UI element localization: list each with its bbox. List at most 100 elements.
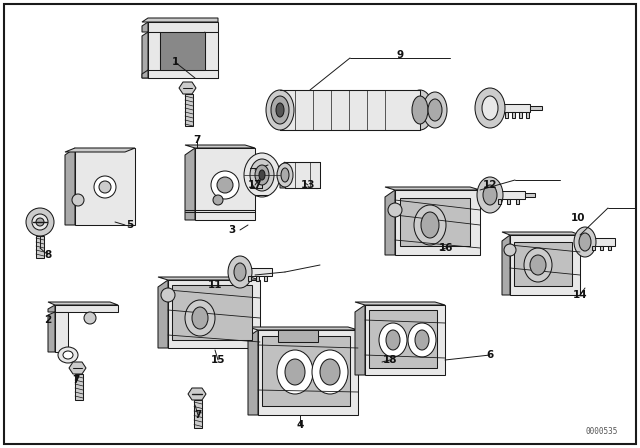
Polygon shape bbox=[48, 302, 118, 305]
Polygon shape bbox=[258, 330, 358, 415]
Bar bbox=[194, 400, 202, 428]
Polygon shape bbox=[69, 362, 86, 374]
Circle shape bbox=[504, 244, 516, 256]
Ellipse shape bbox=[58, 347, 78, 363]
Circle shape bbox=[84, 312, 96, 324]
Polygon shape bbox=[142, 18, 218, 22]
Text: 12: 12 bbox=[483, 180, 497, 190]
Ellipse shape bbox=[482, 96, 498, 120]
Circle shape bbox=[36, 218, 44, 226]
Text: 4: 4 bbox=[296, 420, 304, 430]
Ellipse shape bbox=[244, 153, 280, 197]
Polygon shape bbox=[498, 199, 501, 204]
Circle shape bbox=[99, 181, 111, 193]
Bar bbox=[514, 242, 572, 286]
Polygon shape bbox=[505, 112, 508, 118]
Polygon shape bbox=[185, 148, 195, 220]
Ellipse shape bbox=[386, 330, 400, 350]
Polygon shape bbox=[65, 148, 75, 225]
Polygon shape bbox=[585, 238, 615, 246]
Polygon shape bbox=[48, 312, 55, 352]
Ellipse shape bbox=[250, 159, 274, 191]
Circle shape bbox=[388, 203, 402, 217]
Polygon shape bbox=[510, 235, 580, 295]
Ellipse shape bbox=[185, 300, 215, 336]
Polygon shape bbox=[148, 32, 160, 78]
Polygon shape bbox=[142, 32, 148, 78]
Ellipse shape bbox=[574, 227, 596, 257]
Bar bbox=[36, 236, 44, 258]
Polygon shape bbox=[142, 70, 148, 78]
Text: 13: 13 bbox=[301, 180, 316, 190]
Text: 7: 7 bbox=[193, 135, 201, 145]
Polygon shape bbox=[255, 165, 268, 195]
Bar bbox=[369, 310, 437, 368]
Circle shape bbox=[72, 194, 84, 206]
Ellipse shape bbox=[259, 170, 265, 180]
Polygon shape bbox=[600, 246, 603, 250]
Polygon shape bbox=[248, 276, 251, 281]
Ellipse shape bbox=[524, 248, 552, 282]
Polygon shape bbox=[188, 388, 206, 400]
Text: 16: 16 bbox=[439, 243, 453, 253]
Text: 3: 3 bbox=[228, 225, 236, 235]
Polygon shape bbox=[507, 199, 510, 204]
Bar bbox=[75, 374, 83, 400]
Polygon shape bbox=[490, 104, 530, 112]
Circle shape bbox=[161, 288, 175, 302]
Polygon shape bbox=[385, 190, 395, 255]
Ellipse shape bbox=[312, 350, 348, 394]
Polygon shape bbox=[280, 162, 285, 188]
Text: 0000535: 0000535 bbox=[586, 427, 618, 436]
Bar bbox=[400, 198, 470, 246]
Ellipse shape bbox=[234, 263, 246, 281]
Polygon shape bbox=[158, 277, 260, 280]
Text: 18: 18 bbox=[383, 355, 397, 365]
Bar bbox=[160, 32, 205, 70]
Text: 9: 9 bbox=[396, 50, 404, 60]
Polygon shape bbox=[365, 305, 445, 375]
Polygon shape bbox=[525, 193, 535, 197]
Polygon shape bbox=[205, 32, 218, 78]
Polygon shape bbox=[355, 302, 445, 305]
Ellipse shape bbox=[281, 168, 289, 182]
Text: 5: 5 bbox=[126, 220, 134, 230]
Polygon shape bbox=[526, 112, 529, 118]
Text: 10: 10 bbox=[571, 213, 585, 223]
Ellipse shape bbox=[192, 307, 208, 329]
Polygon shape bbox=[285, 162, 320, 188]
Polygon shape bbox=[516, 199, 519, 204]
Ellipse shape bbox=[414, 205, 446, 245]
Ellipse shape bbox=[320, 359, 340, 385]
Polygon shape bbox=[608, 246, 611, 250]
Polygon shape bbox=[185, 145, 255, 148]
Ellipse shape bbox=[277, 350, 313, 394]
Polygon shape bbox=[512, 112, 515, 118]
Polygon shape bbox=[148, 22, 218, 32]
Polygon shape bbox=[519, 112, 522, 118]
Text: 7: 7 bbox=[72, 375, 80, 385]
Polygon shape bbox=[148, 70, 218, 78]
Bar bbox=[172, 285, 252, 340]
Bar bbox=[250, 168, 262, 188]
Polygon shape bbox=[256, 276, 259, 281]
Ellipse shape bbox=[277, 163, 293, 187]
Bar bbox=[278, 330, 318, 342]
Circle shape bbox=[213, 195, 223, 205]
Polygon shape bbox=[200, 32, 205, 78]
Polygon shape bbox=[502, 232, 580, 235]
Ellipse shape bbox=[285, 359, 305, 385]
Polygon shape bbox=[168, 280, 260, 348]
Ellipse shape bbox=[379, 323, 407, 357]
Polygon shape bbox=[248, 330, 258, 415]
Ellipse shape bbox=[412, 96, 428, 124]
Polygon shape bbox=[592, 246, 595, 250]
Text: 15: 15 bbox=[211, 355, 225, 365]
Ellipse shape bbox=[228, 256, 252, 288]
Bar bbox=[185, 94, 193, 126]
Ellipse shape bbox=[408, 323, 436, 357]
Polygon shape bbox=[65, 148, 135, 152]
Polygon shape bbox=[280, 90, 420, 130]
Ellipse shape bbox=[483, 185, 497, 205]
Polygon shape bbox=[395, 190, 480, 255]
